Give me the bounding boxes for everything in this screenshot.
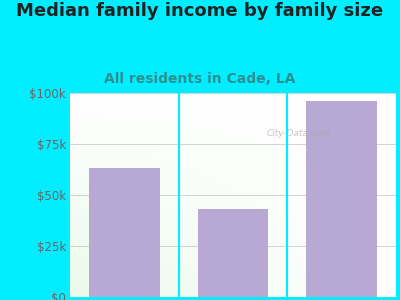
Text: Median family income by family size: Median family income by family size [16, 2, 384, 20]
Text: City-Data.com: City-Data.com [266, 129, 330, 138]
Bar [198, 209, 268, 297]
Bar [306, 101, 377, 297]
Text: All residents in Cade, LA: All residents in Cade, LA [104, 72, 296, 86]
Bar [89, 169, 160, 297]
